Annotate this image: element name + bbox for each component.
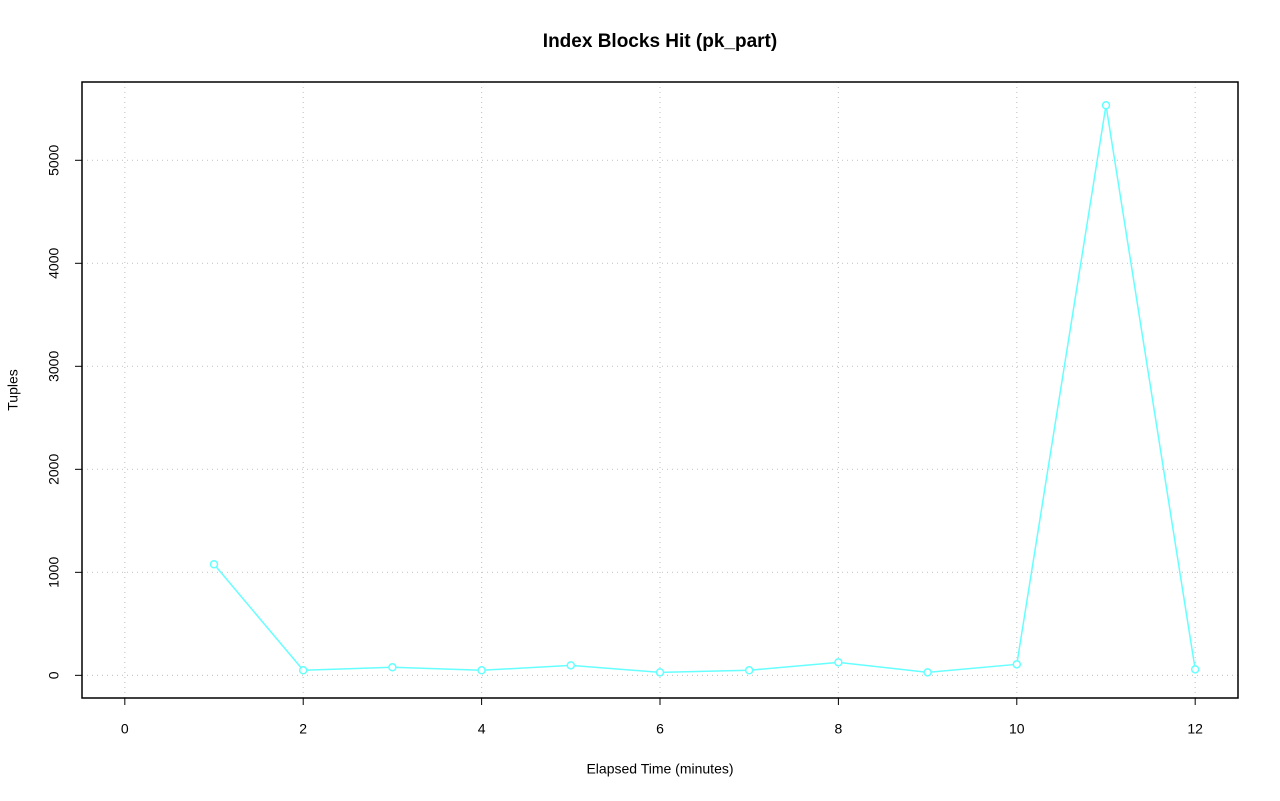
y-axis-label: Tuples (5, 369, 21, 411)
data-point (298, 666, 308, 675)
data-point (923, 668, 932, 677)
data-point (566, 661, 576, 670)
data-point (655, 668, 665, 677)
data-point (834, 658, 843, 667)
y-tick-label: 5000 (46, 145, 62, 176)
data-point (1101, 101, 1111, 110)
x-axis-label: Elapsed Time (minutes) (586, 761, 733, 777)
data-point (1190, 665, 1200, 674)
x-tick-label: 4 (478, 721, 486, 737)
plot-frame (81, 81, 1239, 699)
data-point (477, 666, 486, 675)
chart-title: Index Blocks Hit (pk_part) (543, 31, 777, 52)
x-tick-label: 2 (299, 721, 307, 737)
data-point (388, 663, 397, 672)
x-tick-label: 10 (1009, 721, 1025, 737)
y-tick-label: 0 (46, 671, 62, 679)
y-tick-label: 4000 (46, 248, 62, 279)
data-point (744, 666, 754, 675)
data-point (209, 560, 219, 569)
data-point (1012, 660, 1022, 669)
x-tick-label: 6 (656, 721, 664, 737)
y-tick-label: 3000 (46, 351, 62, 382)
x-tick-label: 8 (834, 721, 842, 737)
x-tick-label: 12 (1187, 721, 1203, 737)
y-tick-label: 1000 (46, 557, 62, 588)
series-line (213, 105, 1196, 674)
y-tick-label: 2000 (46, 454, 62, 485)
x-tick-label: 0 (121, 721, 129, 737)
